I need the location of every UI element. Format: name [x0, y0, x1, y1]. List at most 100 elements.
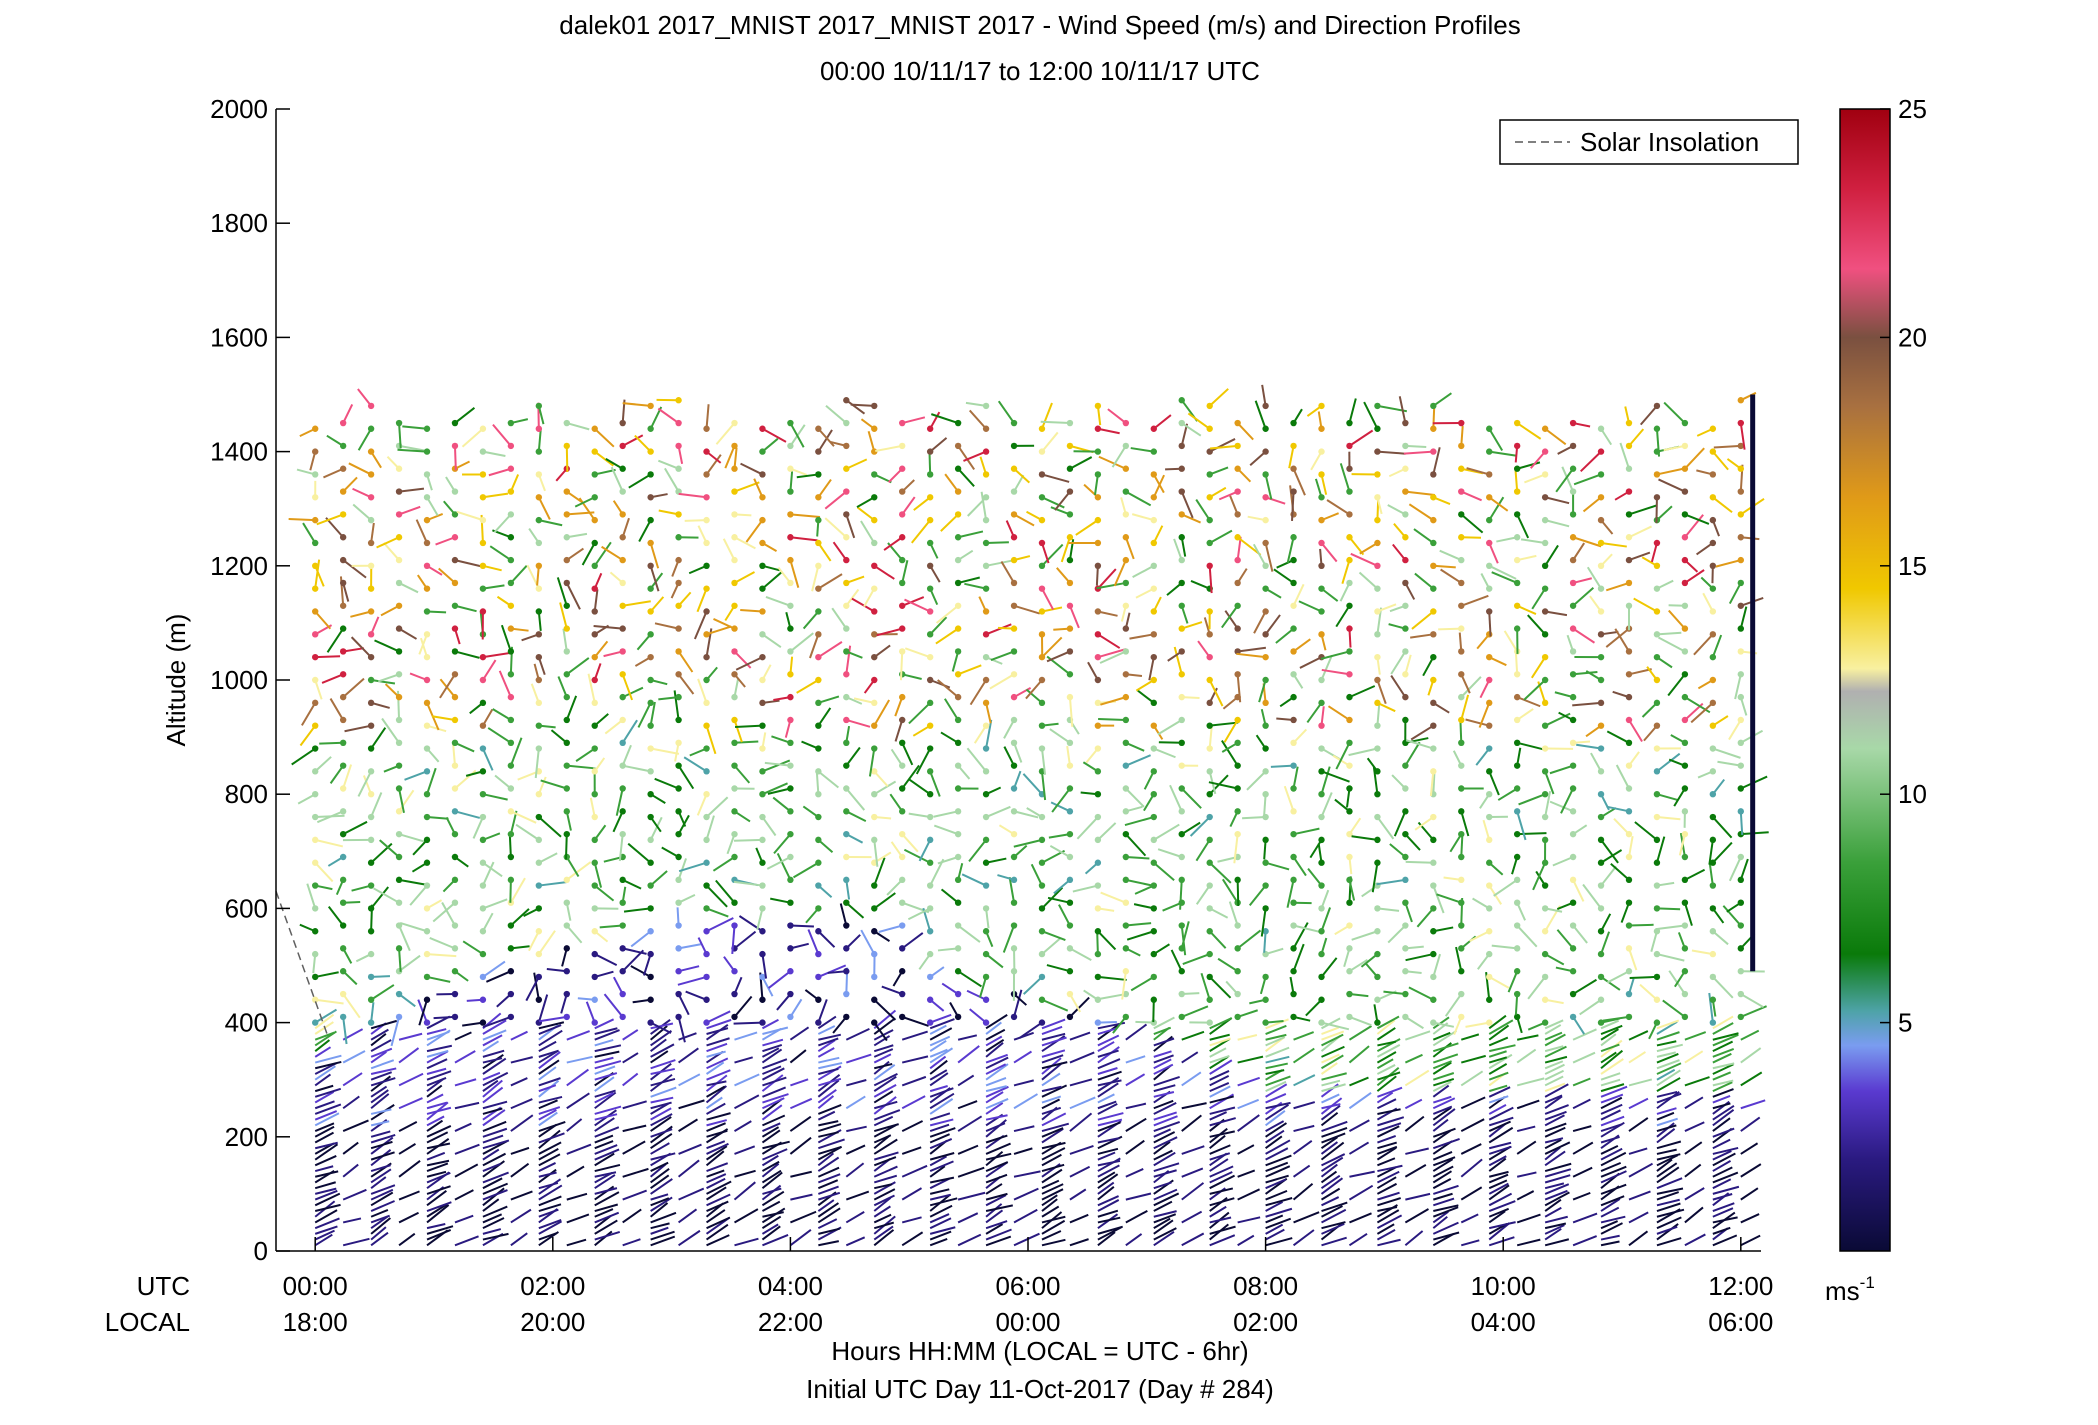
wind-barb-point: [1066, 511, 1074, 518]
y-tick-label: 200: [225, 1122, 268, 1152]
wind-barb-point: [1486, 973, 1493, 981]
wind-barb: [383, 542, 400, 561]
wind-barb: [845, 1211, 865, 1224]
wind-barb-point: [1318, 836, 1325, 844]
wind-barb-point: [647, 905, 654, 912]
wind-barb: [1516, 1077, 1545, 1087]
wind-barb: [482, 1182, 508, 1195]
wind-barb-point: [1374, 745, 1381, 752]
wind-barb-point: [1318, 950, 1325, 958]
wind-barb: [314, 1031, 335, 1041]
wind-barb: [1376, 1027, 1396, 1041]
wind-barb: [622, 947, 647, 955]
wind-barb: [628, 473, 652, 489]
wind-barb-point: [395, 602, 403, 609]
wind-barb: [649, 572, 664, 590]
wind-barb: [566, 1092, 590, 1110]
wind-barb: [1572, 1125, 1592, 1133]
wind-barb-point: [1402, 830, 1409, 838]
wind-barb-point: [1150, 562, 1157, 569]
wind-barb: [1655, 497, 1658, 524]
wind-barb-point: [1094, 471, 1102, 478]
wind-barb: [873, 1124, 897, 1138]
wind-barb: [538, 1029, 563, 1047]
wind-barb-point: [1094, 950, 1102, 958]
wind-barb: [538, 1168, 557, 1184]
wind-barb-point: [1625, 488, 1633, 495]
wind-barb-point: [535, 699, 543, 707]
wind-barb: [734, 1094, 760, 1110]
wind-barb: [1544, 610, 1568, 617]
wind-barb: [1628, 504, 1658, 516]
wind-barb: [1107, 408, 1127, 424]
wind-barb: [1208, 679, 1224, 707]
wind-barb-point: [899, 602, 906, 609]
wind-barb: [899, 651, 904, 681]
wind-barb: [621, 949, 645, 972]
wind-barb-point: [1486, 562, 1493, 569]
wind-barb: [1283, 785, 1295, 812]
wind-barb: [412, 839, 428, 856]
wind-barb: [790, 1078, 809, 1087]
wind-barb: [1656, 1153, 1681, 1161]
y-tick-label: 1600: [210, 322, 268, 352]
wind-barb: [1069, 1145, 1094, 1155]
wind-barb: [537, 611, 542, 631]
wind-barb-point: [1513, 671, 1521, 678]
wind-barb: [1693, 633, 1714, 656]
wind-barb-point: [507, 785, 515, 792]
wind-barb: [1656, 1187, 1684, 1195]
wind-barb: [733, 1120, 752, 1132]
wind-barb-point: [1737, 579, 1745, 587]
wind-barb: [1404, 1163, 1427, 1178]
wind-barb: [957, 1144, 979, 1155]
wind-barb: [454, 1031, 472, 1041]
wind-barb-point: [563, 419, 570, 427]
wind-barb-point: [731, 922, 738, 929]
wind-barb-point: [1625, 602, 1633, 609]
wind-barb: [818, 1123, 842, 1133]
wind-barb-point: [563, 990, 570, 998]
wind-barb: [370, 1208, 389, 1218]
wind-barb-point: [843, 922, 850, 929]
wind-barb: [706, 1180, 732, 1195]
wind-barb: [1013, 1147, 1033, 1155]
wind-barb: [817, 1166, 840, 1178]
wind-barb: [538, 1040, 557, 1053]
wind-barb-point: [1541, 745, 1549, 752]
wind-barb-point: [1150, 882, 1157, 889]
wind-barb-point: [423, 905, 431, 912]
wind-barb: [1125, 490, 1152, 507]
wind-barb: [1041, 1153, 1062, 1167]
wind-barb-point: [1681, 693, 1689, 701]
wind-barb: [873, 1188, 896, 1201]
wind-barb-point: [1625, 762, 1633, 769]
wind-barb-point: [1709, 494, 1717, 501]
wind-barb-point: [1402, 1013, 1409, 1021]
wind-barb-point: [1709, 996, 1717, 1003]
wind-barb-point: [1402, 876, 1409, 884]
wind-barb: [1265, 1189, 1288, 1201]
wind-barb: [482, 1086, 504, 1104]
wind-barb: [845, 810, 867, 822]
wind-barb: [342, 820, 368, 836]
utc-tick-labels: 00:00 02:00 04:00 06:00 08:00 10:00 12:00: [283, 1271, 1774, 1301]
wind-barb: [929, 1226, 956, 1235]
wind-barb: [1242, 816, 1266, 820]
wind-barb: [426, 1101, 448, 1110]
wind-barb-point: [479, 791, 487, 798]
wind-barb: [1377, 1108, 1401, 1115]
wind-barb: [650, 1193, 669, 1201]
wind-barb-point: [954, 442, 962, 450]
wind-barb-point: [1681, 511, 1689, 518]
wind-barb: [1377, 907, 1400, 912]
wind-barb: [1265, 1080, 1287, 1093]
wind-barb-point: [759, 905, 766, 912]
wind-barb-point: [1374, 425, 1381, 432]
wind-barb: [1432, 1030, 1457, 1047]
wind-barb-point: [647, 813, 654, 821]
wind-barb: [426, 1170, 447, 1178]
wind-barb-point: [1318, 905, 1325, 912]
wind-barb-point: [1122, 990, 1130, 998]
wind-barb: [650, 1178, 673, 1195]
